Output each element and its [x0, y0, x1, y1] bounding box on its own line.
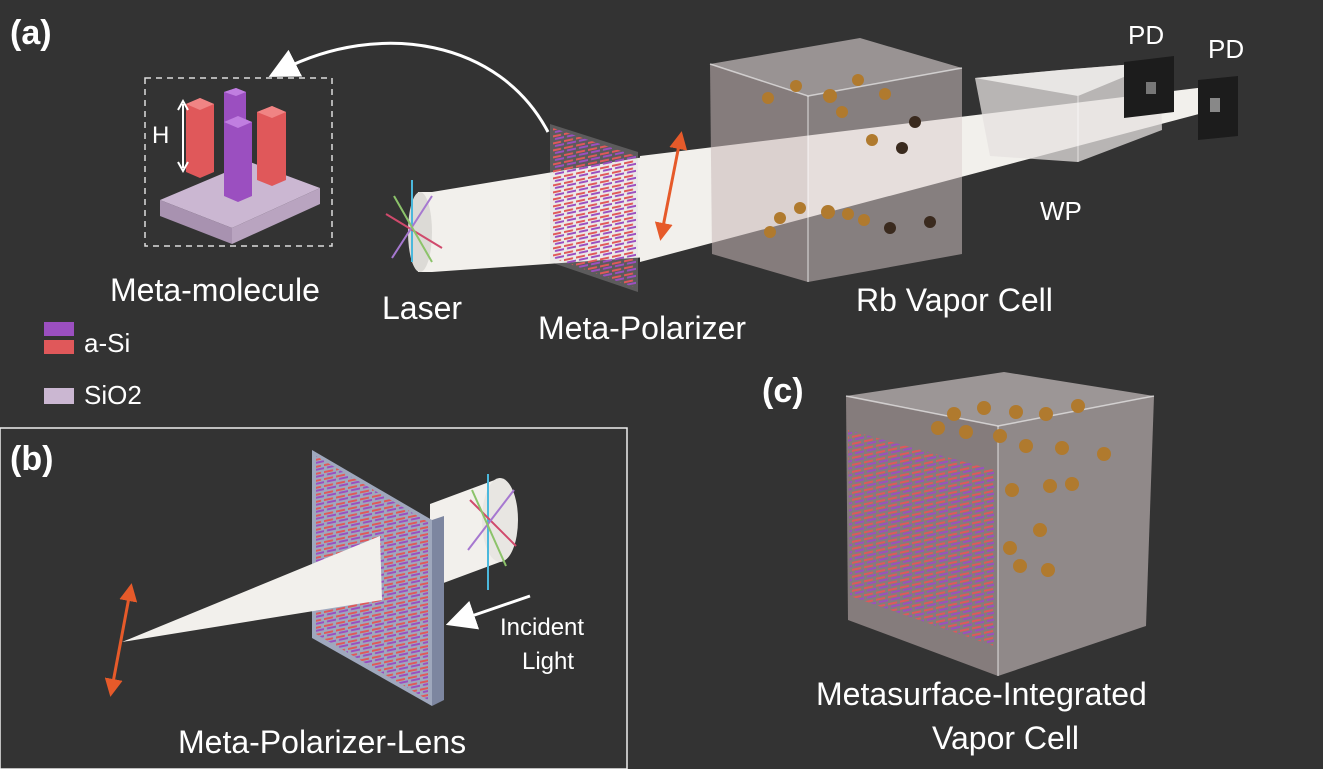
meta-polarizer-label: Meta-Polarizer	[538, 310, 746, 347]
incident-light-label-1: Incident	[500, 614, 584, 642]
photodetector-2	[1198, 76, 1238, 140]
waveplate-label: WP	[1040, 196, 1082, 227]
laser-label: Laser	[382, 290, 462, 327]
legend-swatch-a-si-red	[44, 340, 74, 354]
integrated-cell-label-1: Metasurface-Integrated	[816, 676, 1147, 713]
photodetector-1-label: PD	[1128, 20, 1164, 51]
legend-swatch-a-si-purple	[44, 322, 74, 336]
panel-label-a: (a)	[10, 14, 52, 53]
height-label: H	[152, 122, 169, 150]
panel-label-c: (c)	[762, 372, 804, 411]
legend-label-sio2: SiO2	[84, 380, 142, 411]
photodetector-1	[1124, 56, 1174, 118]
meta-molecule-label: Meta-molecule	[110, 272, 320, 309]
panel-label-b: (b)	[10, 440, 53, 479]
meta-lens-edge	[432, 516, 444, 706]
integrated-cell-label-2: Vapor Cell	[932, 720, 1079, 757]
rb-vapor-cell	[710, 38, 962, 282]
zoom-arrow	[282, 43, 548, 132]
meta-polarizer-lens-label: Meta-Polarizer-Lens	[178, 724, 466, 761]
legend-label-a-si: a-Si	[84, 328, 130, 359]
incident-light-label-2: Light	[522, 648, 574, 676]
legend-swatch-sio2	[44, 388, 74, 404]
rb-vapor-cell-label: Rb Vapor Cell	[856, 282, 1053, 319]
photodetector-2-label: PD	[1208, 34, 1244, 65]
